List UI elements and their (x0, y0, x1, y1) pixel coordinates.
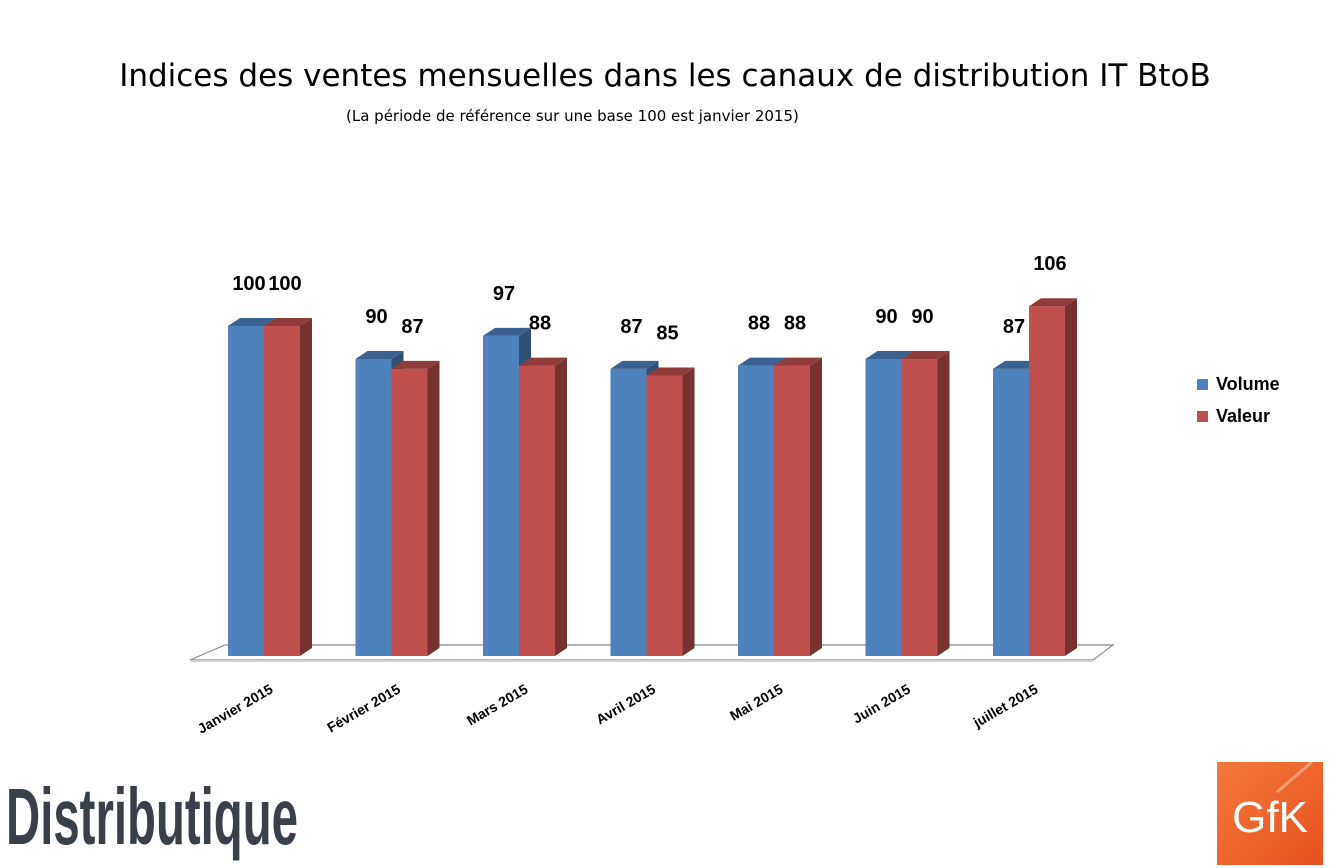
bar-top (865, 351, 914, 359)
bar-front (993, 368, 1029, 656)
bar-side (1065, 298, 1077, 656)
gfk-logo: GfK (1217, 762, 1323, 865)
bar-front (391, 368, 428, 656)
x-tick-labels-group: Janvier 2015 Février 2015 Mars 2015 Avril 2… (195, 681, 1041, 737)
data-label-volume-6: 87 (1003, 316, 1025, 338)
x-tick-label-5: Juin 2015 (850, 681, 913, 727)
data-label-volume-4: 88 (748, 313, 770, 335)
data-label-volume-1: 90 (365, 306, 387, 328)
bar-valeur-1 (391, 360, 440, 656)
bar-top (355, 351, 404, 359)
bar-front (264, 326, 300, 656)
bar-side (427, 360, 440, 656)
bar-front (901, 359, 938, 656)
bar-front (228, 326, 264, 656)
bar-top (646, 367, 695, 376)
data-label-valeur-2: 88 (529, 313, 551, 335)
bar-top (774, 357, 822, 366)
data-label-volume-5: 90 (875, 306, 897, 328)
data-label-valeur-3: 85 (656, 323, 678, 345)
legend-label-valeur: Valeur (1216, 405, 1271, 426)
data-label-valeur-0: 100 (268, 273, 301, 295)
bar-front (355, 359, 392, 656)
bar-front (610, 368, 647, 656)
legend-swatch-valeur (1197, 410, 1208, 422)
bar-side (300, 318, 312, 656)
legend: Volume Valeur (1197, 368, 1280, 432)
bar-top (1029, 298, 1077, 307)
bar-valeur-6 (1029, 298, 1077, 656)
bar-front (738, 365, 774, 656)
bar-top (228, 318, 276, 326)
bar-side (810, 357, 822, 656)
bar-top (483, 327, 531, 336)
legend-label-volume: Volume (1216, 373, 1280, 394)
bar-front (1029, 306, 1065, 656)
bar-valeur-0 (264, 318, 312, 656)
bar-side (937, 351, 950, 656)
bar-side (682, 367, 695, 656)
bar-front (483, 335, 519, 656)
chart-title: Indices des ventes mensuelles dans les c… (119, 58, 1211, 94)
bar-front (774, 365, 810, 656)
bar-side (555, 357, 567, 656)
bar-top (264, 318, 312, 326)
floor-edge (190, 660, 1093, 662)
x-tick-label-4: Mai 2015 (727, 681, 786, 724)
bar-top (901, 351, 950, 359)
x-tick-label-1: Février 2015 (324, 681, 403, 736)
svg-text:Distributique: Distributique (6, 772, 298, 861)
data-label-valeur-6: 106 (1033, 253, 1066, 275)
data-labels-group: 100 100 90 87 97 88 87 85 88 88 90 90 87 106 (232, 253, 1066, 344)
data-label-volume-2: 97 (493, 283, 515, 305)
bar-top (610, 360, 659, 369)
legend-item-valeur: Valeur (1197, 400, 1280, 432)
bar-front (646, 375, 683, 656)
bar-valeur-4 (774, 357, 822, 656)
x-tick-label-2: Mars 2015 (464, 681, 531, 729)
bar-front (865, 359, 902, 656)
bar-top (519, 357, 567, 366)
data-label-valeur-1: 87 (401, 316, 423, 338)
chart-subtitle: (La période de référence sur une base 10… (346, 107, 799, 125)
bar-front (519, 365, 555, 656)
svg-text:GfK: GfK (1232, 793, 1308, 842)
x-tick-label-0: Janvier 2015 (195, 681, 276, 737)
x-tick-label-6: juillet 2015 (970, 681, 1041, 731)
data-label-valeur-5: 90 (911, 306, 933, 328)
legend-item-volume: Volume (1197, 368, 1280, 400)
data-label-volume-0: 100 (232, 273, 265, 295)
bar-valeur-5 (901, 351, 950, 656)
data-label-volume-3: 87 (620, 316, 642, 338)
distributique-logo: Distributique (6, 772, 298, 861)
bar-valeur-3 (646, 367, 695, 656)
bar-top (738, 357, 786, 366)
bars-group (228, 298, 1077, 656)
legend-swatch-volume (1197, 378, 1208, 390)
x-tick-label-3: Avril 2015 (593, 681, 658, 728)
bar-top (391, 360, 440, 369)
bar-valeur-2 (519, 357, 567, 656)
data-label-valeur-4: 88 (784, 313, 806, 335)
